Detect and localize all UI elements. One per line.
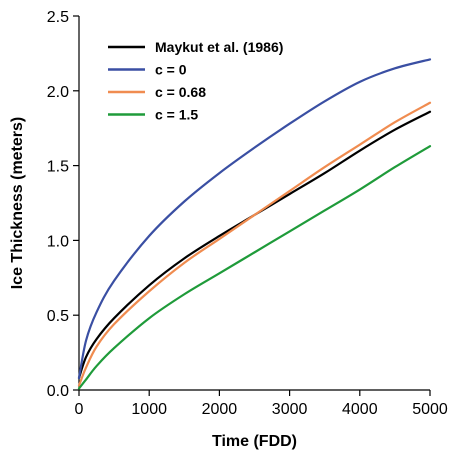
y-tick-label: 0.5 (47, 308, 69, 325)
series-layer (77, 58, 432, 390)
axes: 0 1000 2000 3000 4000 5000 0.0 0.5 1.0 1.5 2.0 2.5 (47, 9, 448, 418)
x-tick-label: 0 (75, 401, 84, 418)
y-tick-label: 2.5 (47, 9, 69, 26)
legend-label: c = 0.68 (155, 84, 206, 100)
x-tick-label: 1000 (131, 401, 167, 418)
legend: Maykut et al. (1986) c = 0 c = 0.68 c = 1.5 (108, 39, 283, 123)
x-axis-title: Time (FDD) (212, 433, 297, 450)
series-line-c-0-68 (77, 101, 432, 387)
series-line-maykut-et-al-1986 (77, 110, 432, 380)
legend-label: Maykut et al. (1986) (155, 39, 283, 55)
y-tick-label: 1.0 (47, 233, 69, 250)
x-tick-label: 4000 (342, 401, 378, 418)
legend-label: c = 0 (155, 62, 187, 78)
x-tick-label: 5000 (412, 401, 448, 418)
y-tick-label: 0.0 (47, 383, 69, 400)
series-line-c-1-5 (77, 145, 432, 390)
x-tick-label: 2000 (202, 401, 238, 418)
y-tick-label: 1.5 (47, 159, 69, 176)
y-axis-title: Ice Thickness (meters) (9, 117, 26, 290)
series-line-c-0 (77, 58, 432, 380)
legend-label: c = 1.5 (155, 107, 198, 123)
x-tick-label: 3000 (272, 401, 308, 418)
y-tick-label: 2.0 (47, 84, 69, 101)
